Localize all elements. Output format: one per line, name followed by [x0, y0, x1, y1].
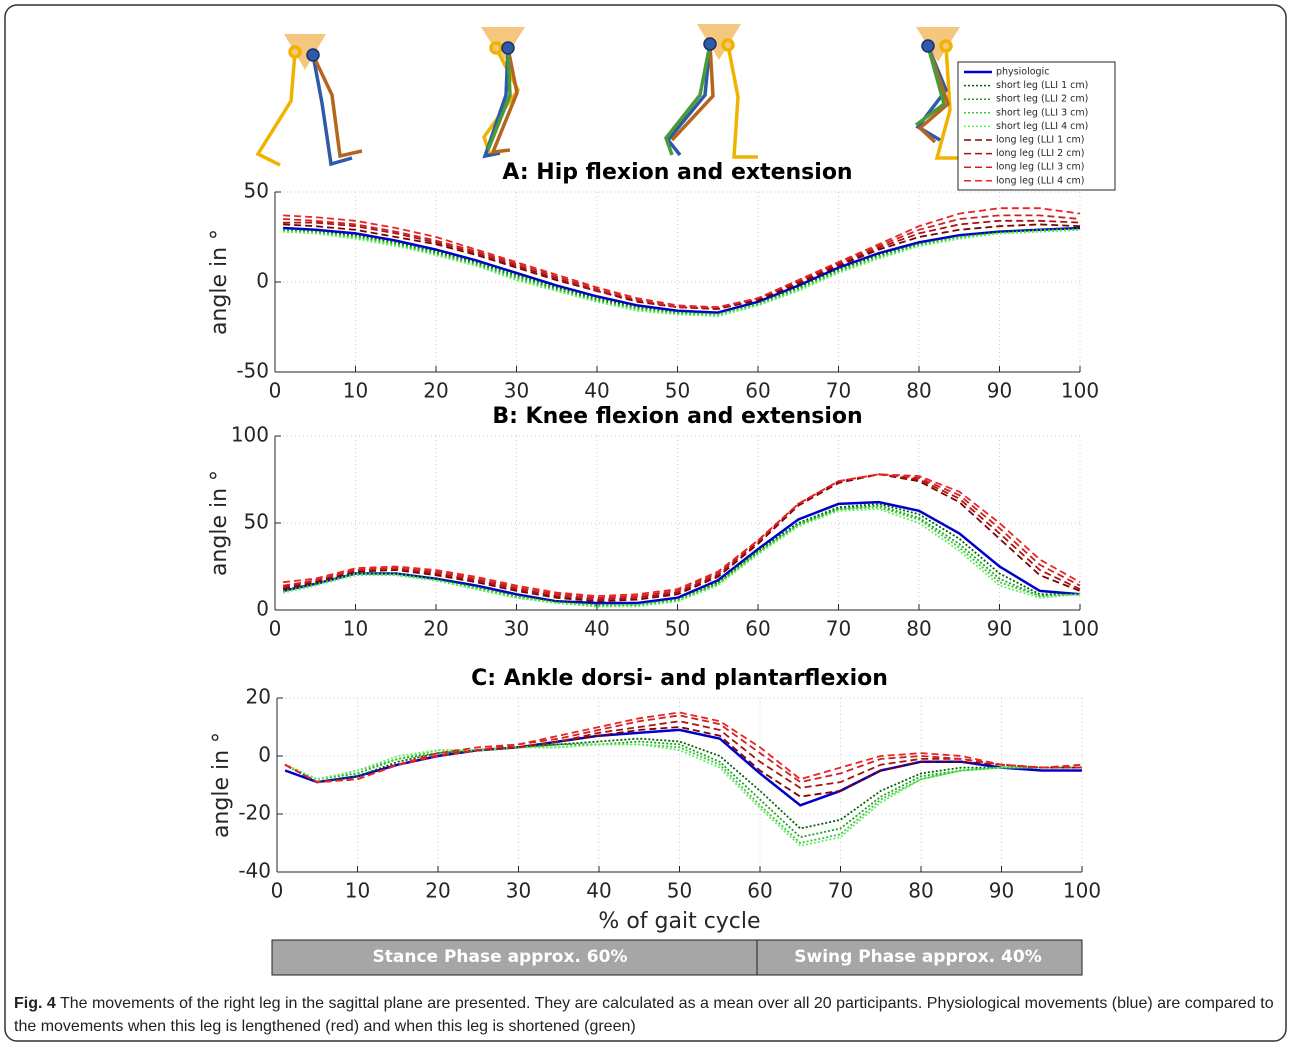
- legend-label: long leg (LLI 1 cm): [996, 135, 1084, 146]
- series-line: [282, 504, 1081, 606]
- y-tick-label: 0: [258, 743, 271, 767]
- chart-title: B: Knee flexion and extension: [492, 404, 862, 429]
- legend-label: short leg (LLI 2 cm): [996, 94, 1088, 105]
- y-axis-label: angle in °: [207, 470, 232, 576]
- x-tick-label: 10: [343, 617, 368, 641]
- x-tick-label: 50: [665, 379, 690, 403]
- x-tick-label: 50: [667, 879, 692, 903]
- x-tick-label: 0: [269, 617, 282, 641]
- series-line: [283, 207, 1081, 309]
- x-tick-label: 60: [747, 879, 772, 903]
- series-line: [282, 473, 1081, 599]
- series-line: [282, 473, 1081, 601]
- y-tick-label: 100: [231, 423, 269, 447]
- stick-figures: [255, 24, 960, 167]
- x-tick-label: 10: [343, 379, 368, 403]
- legend-label: short leg (LLI 3 cm): [996, 107, 1088, 118]
- x-tick-label: 60: [745, 379, 770, 403]
- x-tick-label: 60: [745, 617, 770, 641]
- caption-text: The movements of the right leg in the sa…: [14, 995, 1274, 1035]
- phase-label: Swing Phase approx. 40%: [794, 947, 1041, 967]
- y-tick-label: 0: [256, 269, 269, 293]
- y-tick-label: 50: [244, 179, 269, 203]
- x-tick-label: 30: [504, 617, 529, 641]
- x-tick-label: 20: [423, 617, 448, 641]
- x-tick-label: 30: [504, 379, 529, 403]
- legend-label: short leg (LLI 1 cm): [996, 80, 1088, 91]
- y-tick-label: 50: [244, 510, 269, 534]
- x-tick-label: 40: [584, 379, 609, 403]
- series-line: [284, 728, 1082, 807]
- chart-title: A: Hip flexion and extension: [502, 160, 852, 185]
- x-tick-label: 90: [987, 617, 1012, 641]
- series-line: [284, 714, 1082, 784]
- series-line: [284, 737, 1082, 830]
- chart-title: C: Ankle dorsi- and plantarflexion: [471, 666, 888, 691]
- x-tick-label: 100: [1061, 379, 1099, 403]
- y-axis-label: angle in °: [209, 732, 234, 838]
- series-line: [284, 711, 1083, 784]
- series-line: [283, 219, 1081, 310]
- x-tick-label: 70: [828, 879, 853, 903]
- y-tick-label: 0: [256, 597, 269, 621]
- x-tick-label: 80: [908, 879, 933, 903]
- x-tick-label: 80: [906, 379, 931, 403]
- legend-label: long leg (LLI 2 cm): [996, 148, 1084, 159]
- series-line: [283, 226, 1081, 314]
- y-tick-label: 20: [246, 685, 271, 709]
- x-tick-label: 90: [987, 379, 1012, 403]
- x-tick-label: 20: [425, 879, 450, 903]
- series-line: [282, 473, 1081, 603]
- legend-label: long leg (LLI 4 cm): [996, 175, 1084, 186]
- y-axis-label: angle in °: [207, 229, 232, 335]
- x-tick-label: 40: [586, 879, 611, 903]
- y-tick-label: -20: [238, 801, 271, 825]
- series-line: [283, 223, 1081, 310]
- x-tick-label: 100: [1061, 617, 1099, 641]
- series-line: [283, 228, 1081, 318]
- series-line: [282, 502, 1080, 606]
- series-line: [283, 214, 1081, 309]
- x-tick-label: 100: [1063, 879, 1101, 903]
- series-line: [282, 506, 1081, 608]
- y-tick-label: -50: [236, 359, 269, 383]
- series-line: [284, 740, 1082, 839]
- series-line: [284, 743, 1082, 847]
- legend-label: physiologic: [996, 67, 1049, 78]
- legend-label: short leg (LLI 4 cm): [996, 121, 1088, 132]
- series-line: [283, 473, 1081, 598]
- x-tick-label: 20: [423, 379, 448, 403]
- caption: Fig. 4 The movements of the right leg in…: [14, 992, 1274, 1038]
- x-tick-label: 70: [826, 379, 851, 403]
- x-axis-label: % of gait cycle: [598, 909, 760, 934]
- x-tick-label: 70: [826, 617, 851, 641]
- x-tick-label: 90: [989, 879, 1014, 903]
- x-tick-label: 40: [584, 617, 609, 641]
- x-tick-label: 50: [665, 617, 690, 641]
- x-tick-label: 0: [271, 879, 284, 903]
- phase-bar: [271, 939, 1083, 976]
- legend-label: long leg (LLI 3 cm): [996, 162, 1084, 173]
- y-tick-label: -40: [238, 859, 271, 883]
- phase-label: Stance Phase approx. 60%: [373, 947, 628, 967]
- series-line: [282, 508, 1081, 608]
- caption-label: Fig. 4: [14, 995, 56, 1012]
- x-tick-label: 0: [269, 379, 282, 403]
- x-tick-label: 30: [506, 879, 531, 903]
- x-tick-label: 80: [906, 617, 931, 641]
- x-tick-label: 10: [345, 879, 370, 903]
- series-line: [284, 743, 1082, 844]
- frame: [4, 4, 1287, 1042]
